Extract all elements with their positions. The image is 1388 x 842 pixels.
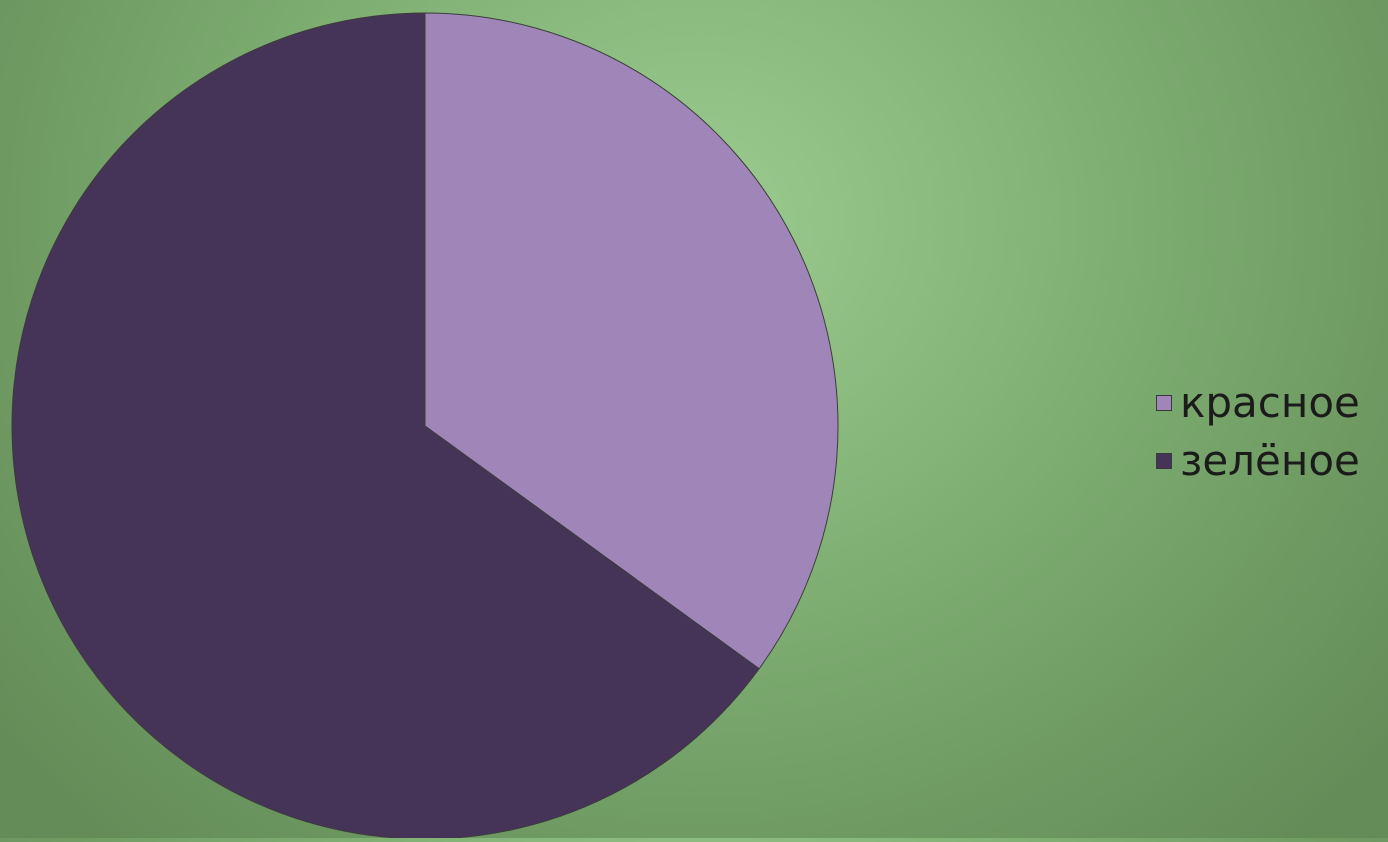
legend-item-zelenoe: зелёное (1156, 432, 1360, 490)
pie-slice-krasnoe (424, 12, 839, 670)
legend-swatch-zelenoe (1156, 453, 1172, 469)
legend-label-krasnoe: красное (1180, 378, 1360, 427)
legend-item-krasnoe: красное (1156, 374, 1360, 432)
chart-legend: красное зелёное (1156, 374, 1360, 490)
legend-label-zelenoe: зелёное (1180, 436, 1360, 485)
pie-slice-zelenoe (11, 12, 760, 840)
legend-swatch-krasnoe (1156, 395, 1172, 411)
